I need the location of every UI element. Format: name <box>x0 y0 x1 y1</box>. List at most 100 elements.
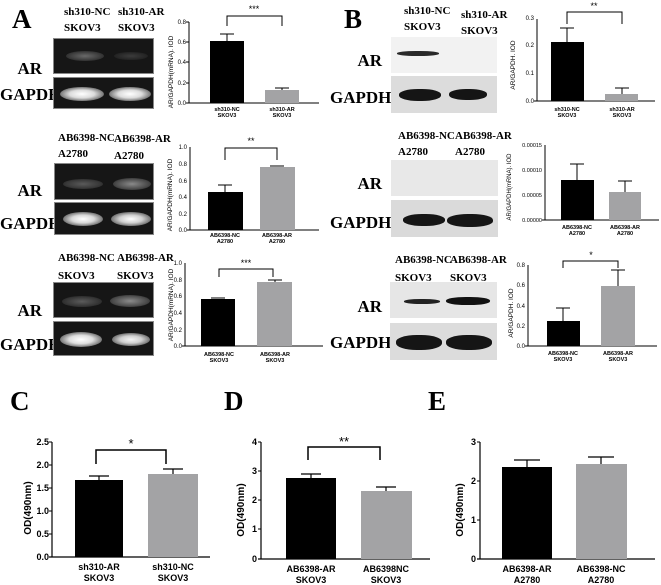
lane-label: AB6398-NC <box>58 132 115 144</box>
y-tick: 1.0 <box>174 261 183 267</box>
lane-label: SKOV3 <box>450 272 487 284</box>
bar <box>286 478 336 559</box>
y-tick: 0 <box>471 554 476 564</box>
bar <box>260 167 295 230</box>
chart-b1: AR/GAPDH. IOD 0.0 0.1 0.2 0.3 ** sh310-N… <box>510 1 655 119</box>
y-axis-label: AR/GAPDH(mRNA). IOD <box>168 268 175 341</box>
svg-text:SKOV3: SKOV3 <box>158 573 189 583</box>
y-tick: 0.8 <box>517 263 526 269</box>
row-label-gapdh: GAPDH <box>0 335 62 354</box>
y-tick: 0.2 <box>178 81 187 87</box>
bar <box>210 41 244 103</box>
row-label-ar: AR <box>17 181 42 200</box>
row-label-gapdh: GAPDH <box>0 85 62 104</box>
svg-text:sh310-NC: sh310-NC <box>214 107 239 113</box>
svg-text:AB6398-NC: AB6398-NC <box>204 352 234 358</box>
y-tick: 0 <box>252 554 257 564</box>
svg-text:SKOV3: SKOV3 <box>273 113 292 119</box>
significance-marker: ** <box>339 434 349 449</box>
svg-text:A2780: A2780 <box>269 239 285 245</box>
y-tick: 4 <box>252 437 257 447</box>
svg-text:A2780: A2780 <box>588 575 615 585</box>
blot-gapdh <box>391 200 498 237</box>
y-tick: 0.3 <box>526 16 535 22</box>
y-tick: 0.8 <box>179 162 188 168</box>
y-tick: 0.00000 <box>522 218 542 224</box>
panel-letter-d: D <box>224 386 244 416</box>
row-label-ar: AR <box>357 174 382 193</box>
svg-text:AB6398-AR: AB6398-AR <box>610 225 640 231</box>
bar <box>601 286 635 346</box>
svg-text:AB6398NC: AB6398NC <box>363 564 410 574</box>
significance-marker: *** <box>249 4 260 14</box>
svg-text:sh310-NC: sh310-NC <box>554 107 579 113</box>
lane-label: sh310-AR <box>118 6 165 18</box>
blot-ar <box>391 160 498 196</box>
svg-text:SKOV3: SKOV3 <box>296 575 327 585</box>
y-tick: 2.0 <box>36 460 49 470</box>
svg-text:AB6398-AR: AB6398-AR <box>262 233 292 239</box>
panel-letter-e: E <box>428 386 447 416</box>
bar <box>551 42 584 101</box>
chart-c: OD(490nm) 0.0 0.5 1.0 1.5 2.0 2.5 * sh31… <box>23 436 210 583</box>
y-tick: 0.0 <box>179 228 188 234</box>
lane-label: AB6398-NC <box>395 254 452 266</box>
y-tick: 0.0 <box>174 344 183 350</box>
y-axis-label: AR/GAPDH(mRNA). IOD <box>167 158 174 231</box>
svg-text:SKOV3: SKOV3 <box>558 113 577 119</box>
row-label-gapdh: GAPDH <box>330 333 392 352</box>
lane-label: SKOV3 <box>395 272 432 284</box>
y-tick: 0.4 <box>178 60 187 66</box>
significance-marker: *** <box>241 258 252 268</box>
y-axis-label: AR/GAPDH. IOD <box>510 40 517 89</box>
svg-text:sh310-AR: sh310-AR <box>269 107 294 113</box>
bar <box>265 90 299 103</box>
bar <box>502 467 552 559</box>
y-tick: 0.2 <box>526 43 535 49</box>
y-tick: 1 <box>471 515 476 525</box>
svg-text:SKOV3: SKOV3 <box>218 113 237 119</box>
row-label-ar: AR <box>357 297 382 316</box>
svg-text:AB6398-NC: AB6398-NC <box>548 351 578 357</box>
svg-text:AB6398-AR: AB6398-AR <box>502 564 552 574</box>
chart-a3: AR/GAPDH(mRNA). IOD 0.0 0.2 0.4 0.6 0.8 … <box>168 258 323 364</box>
row-label-ar: AR <box>357 51 382 70</box>
blot-gapdh <box>390 323 497 360</box>
panel-letter-c: C <box>10 386 30 416</box>
y-tick: 3 <box>471 437 476 447</box>
bar <box>257 282 292 346</box>
y-tick: 2 <box>252 495 257 505</box>
svg-text:SKOV3: SKOV3 <box>210 358 229 364</box>
y-tick: 2 <box>471 476 476 486</box>
lane-label: SKOV3 <box>64 22 101 34</box>
bar <box>561 180 594 220</box>
y-axis-label: AR/GAPDH(mRNA). IOD <box>507 153 513 221</box>
y-tick: 0.0 <box>178 101 187 107</box>
lane-label: sh310-NC <box>64 6 111 18</box>
bar <box>609 192 641 220</box>
y-tick: 1.5 <box>36 483 49 493</box>
chart-a2: AR/GAPDH(mRNA). IOD 0.0 0.2 0.4 0.6 0.8 … <box>167 136 319 245</box>
lane-label: AB6398-AR <box>114 133 171 145</box>
lane-label: SKOV3 <box>117 270 154 282</box>
blot-ar <box>391 37 497 73</box>
lane-label: SKOV3 <box>58 270 95 282</box>
gel-ar <box>53 282 154 318</box>
y-tick: 0.2 <box>179 212 188 218</box>
gel-ar <box>53 38 154 74</box>
svg-text:AB6398-AR: AB6398-AR <box>260 352 290 358</box>
lane-label: sh310-NC <box>404 5 451 17</box>
y-axis-label: AR/GAPDH(mRNA). IOD <box>168 35 175 108</box>
y-tick: 0.6 <box>178 40 187 46</box>
gel-gapdh <box>54 202 154 235</box>
svg-text:SKOV3: SKOV3 <box>554 357 573 363</box>
svg-text:AB6398-AR: AB6398-AR <box>286 564 336 574</box>
bar <box>201 299 235 346</box>
lane-label: A2780 <box>398 146 428 158</box>
row-label-ar: AR <box>17 59 42 78</box>
lane-label: SKOV3 <box>404 21 441 33</box>
significance-marker: * <box>589 250 593 260</box>
y-tick: 0.6 <box>174 294 183 300</box>
